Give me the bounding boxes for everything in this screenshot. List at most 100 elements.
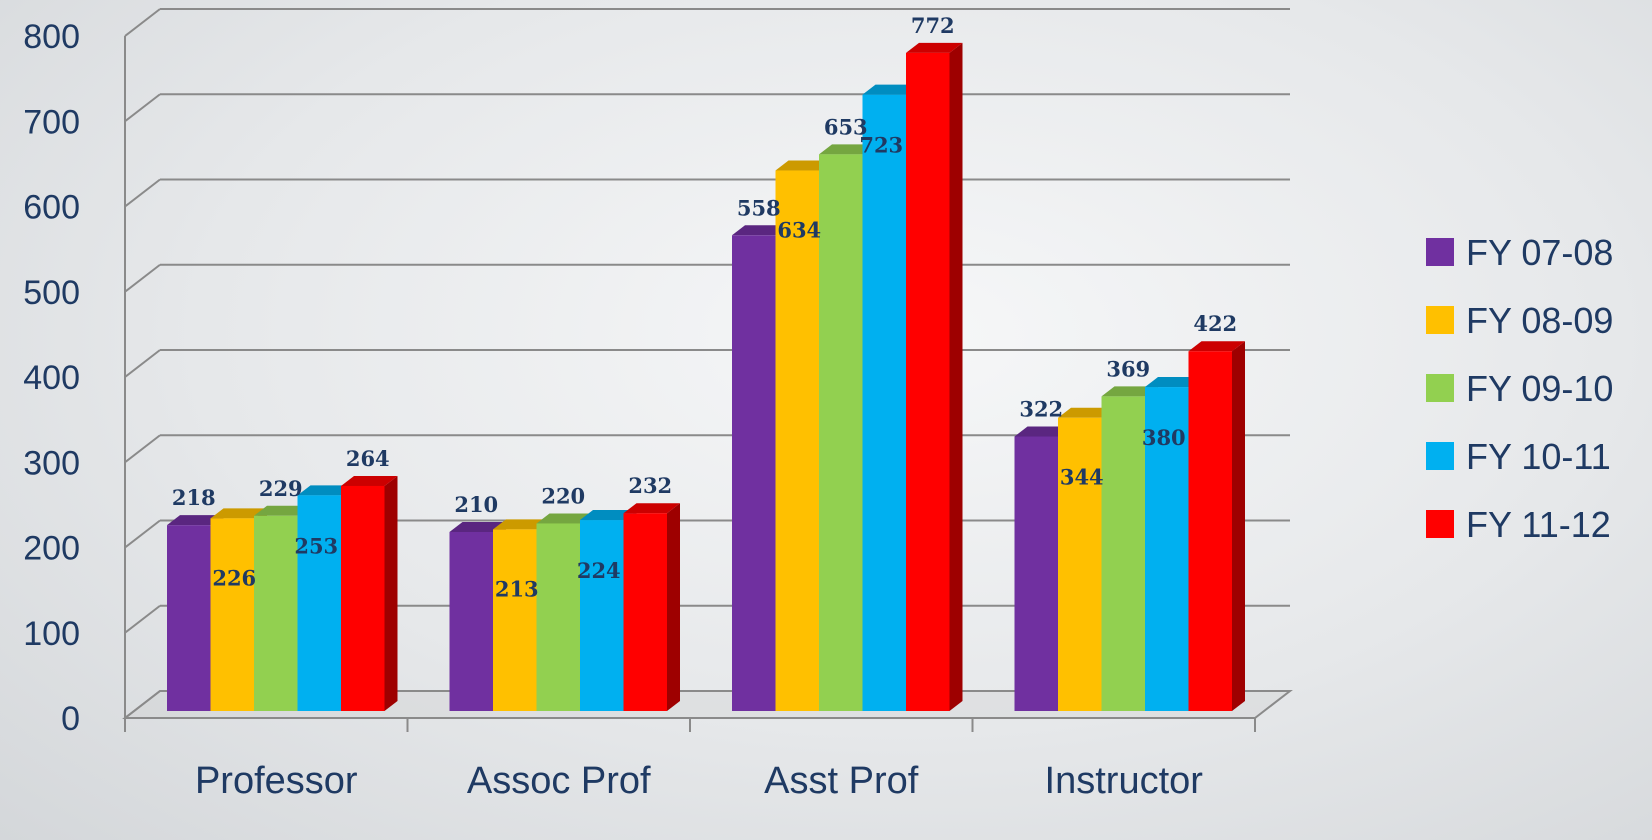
gridline-side bbox=[124, 434, 161, 464]
data-label: 558 bbox=[737, 195, 781, 220]
bar-top bbox=[1058, 407, 1115, 418]
y-tick-label: 400 bbox=[23, 359, 80, 397]
y-tick-label: 100 bbox=[23, 615, 80, 653]
data-label: 723 bbox=[859, 133, 903, 158]
bar-front bbox=[862, 94, 906, 711]
bar-side bbox=[384, 475, 398, 711]
data-label: 380 bbox=[1142, 425, 1186, 450]
bar-front bbox=[775, 170, 819, 711]
bar-top bbox=[167, 515, 224, 526]
bar-front bbox=[449, 531, 493, 711]
gridline-side bbox=[124, 263, 161, 293]
data-label: 210 bbox=[454, 492, 498, 517]
bar-front bbox=[297, 495, 341, 711]
y-tick-label: 0 bbox=[61, 700, 80, 738]
bar bbox=[906, 42, 963, 712]
legend-swatch bbox=[1426, 238, 1454, 266]
data-label: 218 bbox=[172, 485, 216, 510]
bar-top bbox=[1188, 341, 1245, 352]
data-label: 653 bbox=[824, 114, 868, 139]
bar-side bbox=[667, 503, 680, 711]
data-label: 220 bbox=[541, 483, 585, 508]
y-tick-label: 300 bbox=[23, 444, 80, 482]
y-tick-label: 700 bbox=[23, 103, 80, 141]
data-label: 229 bbox=[259, 476, 303, 501]
data-label: 264 bbox=[346, 446, 390, 471]
bar bbox=[623, 503, 680, 711]
bar-front bbox=[819, 154, 863, 711]
bar-top bbox=[493, 519, 550, 530]
bar-top bbox=[449, 521, 506, 532]
data-label: 344 bbox=[1060, 465, 1104, 490]
bar-top bbox=[819, 144, 876, 155]
y-tick-label: 600 bbox=[23, 189, 80, 227]
bar-top bbox=[210, 508, 267, 519]
y-tick-label: 800 bbox=[23, 18, 80, 56]
x-tick-label: Asst Prof bbox=[764, 760, 919, 802]
legend-label: FY 11-12 bbox=[1466, 504, 1611, 545]
gridline-side bbox=[124, 8, 161, 37]
y-tick-label: 500 bbox=[23, 274, 80, 312]
bar-front bbox=[493, 529, 537, 711]
bar bbox=[341, 475, 398, 711]
bar-top bbox=[906, 42, 963, 53]
data-label: 213 bbox=[495, 576, 539, 601]
legend-swatch bbox=[1426, 306, 1454, 334]
bar-front bbox=[1014, 436, 1058, 711]
gridline-side bbox=[124, 604, 161, 634]
bar-top bbox=[536, 513, 593, 524]
bar-top bbox=[580, 510, 637, 521]
bar-front bbox=[1188, 351, 1232, 711]
bar-top bbox=[1014, 426, 1071, 437]
bar-front bbox=[580, 520, 624, 711]
bar-top bbox=[732, 225, 789, 236]
data-label: 772 bbox=[911, 13, 955, 38]
bar-top bbox=[623, 503, 680, 514]
bar-top bbox=[341, 475, 398, 486]
bar-front bbox=[167, 525, 211, 711]
bar bbox=[1188, 341, 1245, 711]
gridline-side bbox=[124, 519, 161, 549]
data-label: 369 bbox=[1106, 356, 1150, 381]
data-label: 253 bbox=[294, 533, 338, 558]
x-tick-label: Instructor bbox=[1045, 760, 1204, 802]
legend-label: FY 07-08 bbox=[1466, 232, 1613, 273]
data-label: 226 bbox=[212, 565, 256, 590]
data-label: 224 bbox=[577, 558, 621, 583]
bar-front bbox=[1058, 417, 1102, 711]
bar-top bbox=[1145, 377, 1202, 388]
bar-side bbox=[1232, 341, 1245, 711]
bar-front bbox=[1145, 387, 1189, 711]
bar-front bbox=[536, 523, 580, 711]
gridline-side bbox=[124, 178, 161, 208]
bar-front bbox=[210, 518, 254, 711]
bar-front bbox=[732, 235, 776, 711]
bar-front bbox=[623, 513, 667, 711]
gridline-side bbox=[124, 349, 161, 378]
bar-top bbox=[775, 160, 832, 171]
legend-label: FY 09-10 bbox=[1466, 368, 1613, 409]
legend-swatch bbox=[1426, 510, 1454, 538]
y-tick-label: 200 bbox=[23, 530, 80, 568]
gridline-side bbox=[124, 93, 161, 123]
legend-label: FY 08-09 bbox=[1466, 300, 1613, 341]
bar-front bbox=[341, 485, 385, 711]
x-tick-label: Assoc Prof bbox=[467, 760, 651, 802]
bar-top bbox=[254, 505, 311, 516]
data-label: 422 bbox=[1193, 311, 1237, 336]
bar-side bbox=[949, 42, 963, 712]
bar-front bbox=[1101, 396, 1145, 711]
legend-swatch bbox=[1426, 374, 1454, 402]
legend-label: FY 10-11 bbox=[1466, 436, 1611, 477]
bar-front bbox=[254, 515, 298, 711]
bar-front bbox=[906, 52, 950, 712]
data-label: 322 bbox=[1019, 396, 1063, 421]
bar-top bbox=[1101, 386, 1158, 397]
bar-top bbox=[862, 84, 919, 95]
data-label: 232 bbox=[628, 473, 672, 498]
x-tick-label: Professor bbox=[195, 760, 358, 802]
data-label: 634 bbox=[777, 218, 821, 243]
legend-swatch bbox=[1426, 442, 1454, 470]
